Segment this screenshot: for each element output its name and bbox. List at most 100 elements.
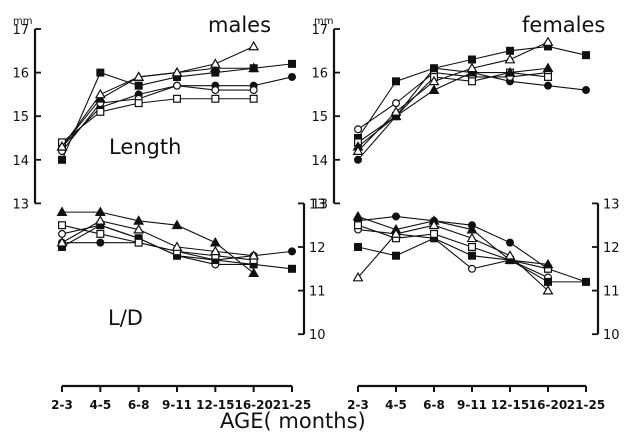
data-point-open-triangle [352,145,364,155]
ld-axis-tick-label: 13 [309,197,326,212]
data-point-filled-circle [96,238,105,247]
series-line-open-square [357,72,549,143]
ld-axis-tick-label: 11 [309,285,326,300]
data-point-filled-circle [392,212,401,221]
data-point-filled-square [506,46,515,55]
series-line-open-square [61,224,254,261]
x-tick-label: 2-3 [51,398,73,412]
data-point-filled-square [354,243,363,252]
data-point-open-square [96,229,105,238]
data-point-filled-square [288,59,297,68]
data-point-open-square [468,243,477,252]
data-point-filled-square [134,81,143,90]
data-point-open-triangle [504,250,516,260]
data-point-filled-triangle [56,206,68,217]
data-point-open-circle [468,264,477,273]
data-point-open-triangle [428,219,440,230]
data-point-filled-square [392,77,401,86]
data-point-filled-triangle [171,219,183,230]
data-point-open-triangle [466,62,478,73]
series-line-filled-triangle [62,211,255,274]
data-point-open-triangle [390,106,402,116]
data-point-filled-circle [581,86,590,95]
series-line-filled-triangle [357,67,549,148]
data-point-filled-square [543,277,552,286]
data-point-filled-square [430,64,439,73]
data-point-filled-triangle [248,267,260,278]
x-tick-label: 12-15 [196,398,234,412]
length-axis-tick-label: 14 [12,154,29,169]
length-label: Length [109,135,181,159]
series-line-open-triangle [357,224,549,292]
data-point-open-square [543,72,552,81]
data-point-filled-triangle [542,258,554,269]
data-point-open-square [57,221,66,230]
data-point-open-circle [211,86,220,95]
data-point-open-square [134,99,143,108]
data-point-open-triangle [133,223,145,234]
data-point-open-triangle [542,284,554,295]
data-point-open-square [96,107,105,116]
data-point-filled-square [581,277,590,286]
length-axis-tick-label: 15 [12,110,29,125]
series-line-open-triangle [357,41,549,152]
data-point-open-square [249,94,258,103]
data-point-open-circle [354,125,363,134]
data-point-filled-triangle [248,62,260,73]
data-point-filled-triangle [209,237,221,247]
series-line-open-triangle [61,220,254,257]
data-point-open-triangle [171,241,183,251]
length-axis-tick-label: 17 [311,23,328,38]
data-point-open-square [211,94,220,103]
data-point-open-triangle [428,75,440,86]
data-point-open-triangle [466,232,478,243]
series-line-open-square [61,98,254,143]
data-point-open-square [173,94,182,103]
ld-axis-tick-label: 10 [309,328,326,343]
ld-axis-tick-label: 12 [309,241,326,256]
data-point-filled-square [96,68,105,77]
data-point-filled-circle [288,247,297,256]
x-tick-label: 16-20 [234,398,272,412]
ld-axis-tick-label: 11 [603,285,620,300]
ld-axis-tick-label: 12 [603,241,620,256]
length-axis-tick-label: 15 [311,110,328,125]
x-tick-label: 6-8 [128,398,150,412]
data-point-open-square [430,229,439,238]
x-tick-label: 4-5 [385,398,407,412]
data-point-open-triangle [504,53,516,64]
x-tick-label: 6-8 [423,398,445,412]
x-tick-label: 21-25 [273,398,311,412]
data-point-filled-square [57,155,66,164]
data-point-filled-triangle [428,84,440,94]
series-line-open-triangle [61,45,254,148]
x-tick-label: 16-20 [529,398,567,412]
females-panel: 2-3 4-5 6-8 9-11 12-15 16-20 21-25 17 16 15 14 13 13… [311,23,619,412]
data-point-open-triangle [209,245,221,256]
ld-axis-tick-label: 13 [603,197,620,212]
data-point-open-triangle [133,71,145,81]
ld-label: L/D [108,306,143,330]
data-point-open-triangle [248,250,260,260]
unit-label-middle: mm [314,16,333,27]
panel-title-males: males [208,13,271,37]
data-point-open-square [468,77,477,86]
length-axis-tick-label: 17 [12,23,29,38]
x-tick-label: 21-25 [567,398,605,412]
data-point-filled-square [581,51,590,60]
data-point-filled-circle [354,155,363,164]
data-point-filled-triangle [352,210,364,221]
data-point-open-circle [57,229,66,238]
data-point-filled-square [468,55,477,64]
x-tick-label: 2-3 [347,398,369,412]
data-point-open-square [354,221,363,230]
data-point-open-triangle [171,66,183,77]
data-point-open-triangle [56,141,68,151]
data-point-open-triangle [248,40,260,51]
data-point-open-triangle [352,271,364,282]
data-point-open-triangle [209,58,221,68]
x-tick-label: 9-11 [162,398,192,412]
series-line-open-circle [61,85,254,152]
data-point-filled-square [392,251,401,260]
